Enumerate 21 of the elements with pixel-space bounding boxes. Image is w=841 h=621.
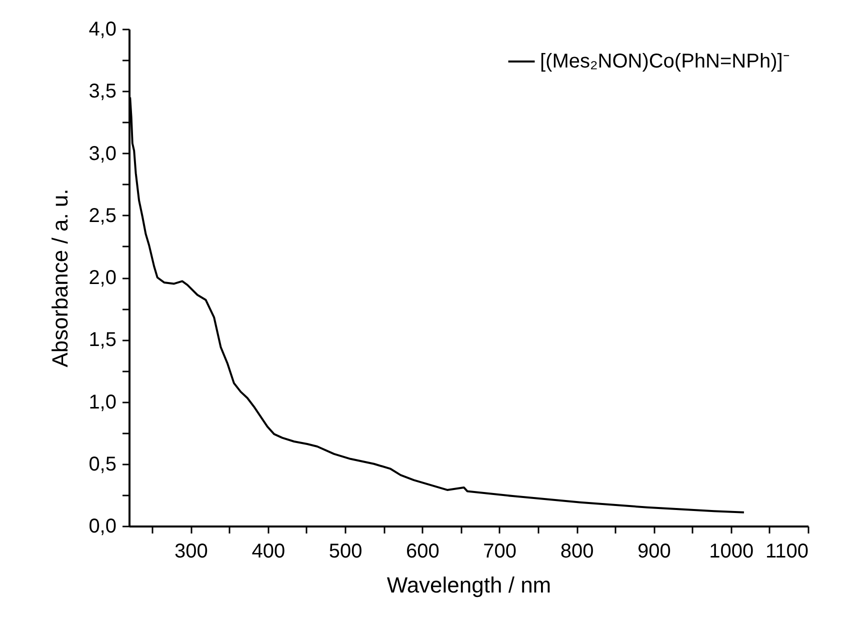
x-axis-title: Wavelength / nm bbox=[386, 572, 552, 598]
y-tick-label: 3,5 bbox=[88, 80, 116, 103]
x-tick-label: 700 bbox=[483, 540, 517, 562]
x-tick-label: 800 bbox=[560, 540, 594, 562]
x-tick-label: 1100 bbox=[765, 540, 808, 562]
y-tick-label: 2,5 bbox=[88, 204, 116, 227]
x-tick-label: 600 bbox=[406, 540, 440, 562]
y-tick-label: 1,5 bbox=[88, 329, 116, 352]
y-tick-label: 0,0 bbox=[88, 516, 116, 538]
y-tick-label: 2,0 bbox=[88, 267, 116, 289]
x-tick-label: 400 bbox=[252, 540, 286, 562]
y-tick-label: 4,0 bbox=[88, 18, 116, 40]
x-tick-label: 300 bbox=[174, 540, 208, 562]
x-tick-label: 900 bbox=[637, 540, 671, 562]
x-tick-label: 500 bbox=[328, 540, 362, 562]
y-tick-label: 3,0 bbox=[88, 142, 116, 165]
y-tick-label: 1,0 bbox=[88, 391, 116, 414]
legend-label: [(Mes₂NON)Co(PhN=NPh)]⁻ bbox=[540, 50, 790, 72]
y-axis-title: Absorbance / a. u. bbox=[48, 188, 73, 368]
x-tick-label: 1000 bbox=[709, 540, 754, 562]
y-tick-label: 0,5 bbox=[88, 453, 116, 476]
